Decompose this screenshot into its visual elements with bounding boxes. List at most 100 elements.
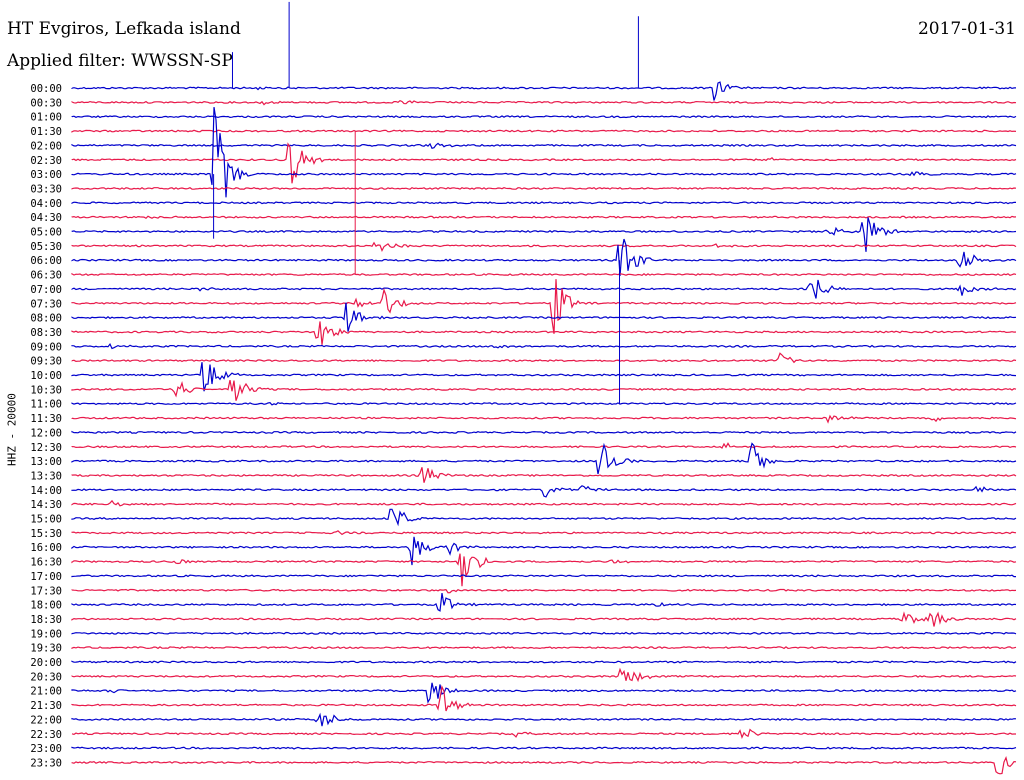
trace-line <box>71 536 1017 566</box>
row-label: 21:30 <box>30 700 62 712</box>
row-label: 12:00 <box>30 427 62 439</box>
row-label: 22:30 <box>30 729 62 741</box>
row-label: 09:00 <box>30 341 62 353</box>
trace-line <box>71 611 1017 627</box>
trace-line <box>71 442 1017 475</box>
trace-line <box>71 129 1017 133</box>
trace-line <box>71 728 1016 740</box>
trace-line <box>71 215 1017 220</box>
trace-line <box>71 241 1017 252</box>
row-label: 14:30 <box>30 499 62 511</box>
trace-line <box>71 201 1017 205</box>
trace-line <box>71 279 1017 299</box>
trace-line <box>71 467 1017 483</box>
row-label: 10:00 <box>30 370 62 382</box>
trace-line <box>71 279 1017 334</box>
trace-line <box>71 631 1017 635</box>
row-label: 03:30 <box>30 183 62 195</box>
trace-line <box>71 593 1017 612</box>
row-label: 07:30 <box>30 298 62 310</box>
row-label: 08:30 <box>30 327 62 339</box>
row-label: 17:00 <box>30 571 62 583</box>
trace-line <box>71 352 1017 364</box>
row-label: 06:30 <box>30 270 62 282</box>
trace-line <box>71 362 1017 392</box>
trace-line <box>71 746 1017 750</box>
row-label: 15:30 <box>30 528 62 540</box>
row-label: 11:30 <box>30 413 62 425</box>
trace-line <box>71 115 1017 119</box>
station-title: HT Evgiros, Lefkada island <box>7 19 241 39</box>
trace-line <box>71 588 1017 594</box>
row-label: 05:30 <box>30 241 62 253</box>
trace-line <box>71 646 1017 650</box>
row-label: 09:30 <box>30 356 62 368</box>
trace-line <box>71 217 1017 252</box>
row-label: 21:00 <box>30 686 62 698</box>
row-label: 13:00 <box>30 456 62 468</box>
trace-line <box>71 553 1017 587</box>
row-label: 19:00 <box>30 628 62 640</box>
row-label: 20:00 <box>30 657 62 669</box>
row-label: 03:00 <box>30 169 62 181</box>
row-label: 10:30 <box>30 384 62 396</box>
trace-line <box>71 107 1017 198</box>
row-label: 14:00 <box>30 485 62 497</box>
trace-line <box>71 442 1017 449</box>
trace-line <box>71 430 1017 434</box>
row-label: 18:00 <box>30 600 62 612</box>
row-label: 01:30 <box>30 126 62 138</box>
trace-line <box>71 321 1017 345</box>
trace-line <box>71 81 1016 101</box>
trace-line <box>71 142 1017 150</box>
trace-line <box>71 667 1017 683</box>
row-label: 23:30 <box>30 757 62 769</box>
row-label: 01:00 <box>30 112 62 124</box>
row-label: 07:00 <box>30 284 62 296</box>
row-label: 16:30 <box>30 557 62 569</box>
row-label: 12:30 <box>30 442 62 454</box>
row-label: 23:00 <box>30 743 62 755</box>
trace-line <box>71 530 1017 536</box>
row-label: 20:30 <box>30 671 62 683</box>
trace-line <box>71 238 1017 277</box>
row-label: 19:30 <box>30 643 62 655</box>
row-label: 13:30 <box>30 470 62 482</box>
filter-subtitle: Applied filter: WWSSN-SP <box>7 51 233 71</box>
trace-line <box>71 186 1017 190</box>
trace-line <box>71 712 1017 727</box>
date-label: 2017-01-31 <box>917 19 1016 39</box>
trace-line <box>71 402 1017 406</box>
row-label: 04:30 <box>30 212 62 224</box>
row-label: 06:00 <box>30 255 62 267</box>
trace-line <box>71 342 1017 350</box>
row-label: 02:00 <box>30 140 62 152</box>
trace-line <box>71 142 1017 184</box>
trace-line <box>71 574 1016 578</box>
trace-line <box>71 379 1017 401</box>
row-label: 04:00 <box>30 198 62 210</box>
row-label: 16:00 <box>30 542 62 554</box>
row-label: 00:00 <box>30 83 62 95</box>
row-label: 22:00 <box>30 714 62 726</box>
trace-line <box>71 682 1017 704</box>
trace-line <box>71 100 1017 106</box>
row-label: 17:30 <box>30 585 62 597</box>
row-label: 18:30 <box>30 614 62 626</box>
trace-line <box>71 508 1017 527</box>
trace-line <box>71 272 1017 277</box>
trace-line <box>71 485 1017 498</box>
trace-line <box>71 499 1017 507</box>
trace-line <box>71 685 1017 712</box>
row-label: 15:00 <box>30 514 62 526</box>
row-label: 00:30 <box>30 97 62 109</box>
row-label: 02:30 <box>30 155 62 167</box>
trace-line <box>71 756 1017 775</box>
trace-line <box>71 414 1017 424</box>
row-label: 08:00 <box>30 313 62 325</box>
row-label: 05:00 <box>30 227 62 239</box>
trace-line <box>71 302 1017 332</box>
trace-line <box>71 660 1017 664</box>
row-label: 11:00 <box>30 399 62 411</box>
